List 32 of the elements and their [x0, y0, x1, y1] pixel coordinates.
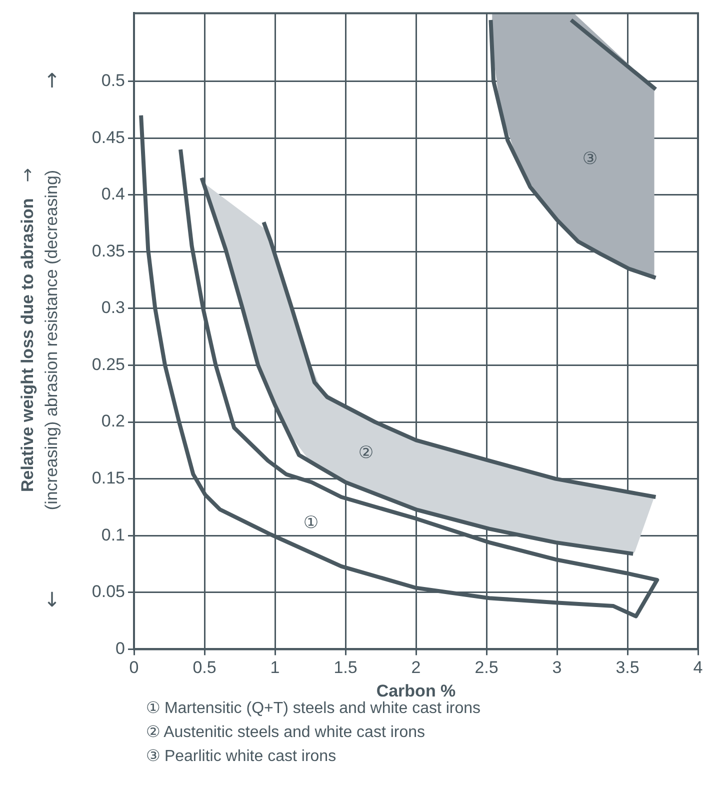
text: ① Martensitic (Q+T) steels and white cast irons	[146, 699, 481, 719]
x-tick-label: 2.5	[474, 658, 498, 678]
x-tick-label: 1	[270, 658, 280, 678]
annotation: ②	[358, 443, 374, 463]
text: ② Austenitic steels and white cast irons	[146, 723, 426, 743]
annotation: ③	[582, 149, 598, 169]
x-tick-label: 0.5	[192, 658, 216, 678]
x-tick-label: 3.5	[616, 658, 640, 678]
y-tick-label: 0	[116, 638, 125, 658]
text: (increasing) abrasion resistance (decreasing)	[42, 170, 62, 510]
annotation: ①	[303, 513, 319, 533]
y-tick-label: 0.4	[101, 184, 125, 204]
text: →	[18, 168, 38, 182]
x-tick-label: 0	[129, 658, 139, 678]
y-tick-label: 0.2	[101, 412, 125, 431]
y-axis-title: Relative weight loss due to abrasion	[18, 198, 38, 492]
y-tick-label: 0.5	[101, 71, 125, 90]
text: ③ Pearlitic white cast irons	[146, 747, 338, 767]
text: ↑	[44, 68, 60, 92]
text: ↓	[44, 588, 60, 612]
y-tick-label: 0.1	[101, 525, 125, 544]
x-tick-label: 3	[552, 658, 562, 678]
y-tick-label: 0.25	[92, 354, 125, 374]
y-tick-label: 0.45	[92, 128, 125, 147]
x-axis-title: Carbon %	[376, 681, 456, 700]
y-tick-label: 0.3	[101, 298, 125, 318]
y-tick-label: 0.05	[92, 582, 125, 602]
y-tick-label: 0.35	[92, 241, 125, 260]
y-tick-label: 0.15	[92, 468, 125, 488]
x-tick-label: 1.5	[334, 658, 358, 678]
x-tick-label: 2	[411, 658, 421, 678]
x-tick-label: 4	[693, 658, 703, 678]
